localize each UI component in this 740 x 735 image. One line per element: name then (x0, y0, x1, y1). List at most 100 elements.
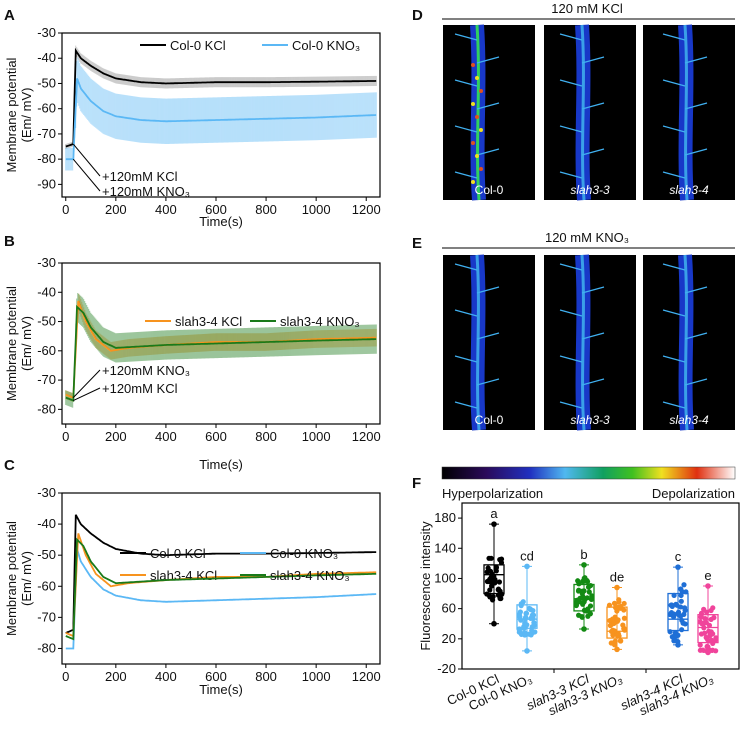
chart-panel-b: slah3-4 KCl slah3-4 KNO₃ 0 200 400 600 800 1000… (4, 255, 381, 472)
data-point (490, 578, 496, 585)
box (667, 592, 689, 632)
data-point (678, 598, 684, 604)
data-point (614, 632, 620, 638)
y-tick-label: -70 (37, 609, 56, 624)
x-tick-label: 600 (205, 429, 227, 444)
root-hair (559, 309, 583, 317)
data-point (678, 586, 684, 592)
root-hair (559, 33, 583, 41)
y-tick-label: -70 (37, 372, 56, 387)
panel-label-a: A (4, 7, 15, 24)
y-tick-label: -40 (37, 50, 56, 65)
x-tick-label: 400 (155, 669, 177, 684)
data-point (530, 629, 536, 635)
data-point (524, 563, 530, 570)
signal-hotspot (471, 141, 475, 145)
x-tick-label: 200 (105, 202, 127, 217)
y-tick-label: -30 (37, 25, 56, 40)
signal-hotspot (475, 154, 479, 158)
signal-hotspot (479, 128, 483, 132)
root-hair (476, 102, 500, 110)
data-point (681, 611, 687, 617)
data-point (681, 582, 687, 588)
data-point (705, 649, 711, 656)
micrograph-label: slah3-3 (570, 183, 610, 197)
significance-letter: b (580, 547, 587, 562)
data-point (585, 584, 592, 590)
data-point (485, 565, 491, 571)
y-tick-label: -60 (37, 343, 56, 358)
signal-hotspot (479, 167, 483, 171)
series-line-3 (65, 537, 377, 641)
box (606, 606, 628, 639)
y-tick-label: -80 (37, 401, 56, 416)
data-point (491, 521, 497, 527)
x-tick-label: 200 (105, 669, 127, 684)
y-tick-label: -50 (37, 314, 56, 329)
root-hair (581, 56, 605, 64)
micrograph-e-2: slah3-4 (643, 254, 735, 431)
root-hair (581, 286, 605, 294)
data-point (675, 642, 681, 648)
series-line-1 (65, 78, 377, 161)
data-point (713, 648, 719, 654)
root-signal (683, 254, 689, 431)
y-tick-label: -80 (37, 151, 56, 166)
data-point (612, 642, 618, 648)
y-tick-label: -60 (37, 101, 56, 116)
root-hair (559, 263, 583, 271)
data-point (697, 647, 703, 653)
data-point (610, 632, 616, 638)
root-hair (581, 102, 605, 110)
series-line-0 (65, 47, 377, 148)
data-point (576, 587, 582, 593)
x-tick-label: 0 (62, 669, 69, 684)
data-point (581, 626, 587, 632)
data-point (669, 603, 675, 609)
root-hair (476, 286, 500, 294)
root-hair (454, 125, 478, 133)
panel-d-title: 120 mM KCl (551, 1, 623, 16)
signal-hotspot (471, 180, 475, 184)
root-hair (581, 378, 605, 386)
root-hair (454, 171, 478, 179)
series-line-1 (65, 304, 377, 402)
root-hair (454, 33, 478, 41)
annotation-pointer (72, 143, 101, 177)
data-point (575, 578, 581, 584)
data-point (670, 614, 677, 620)
root-hair (684, 56, 708, 64)
data-point (522, 630, 528, 636)
data-point (526, 631, 532, 637)
root-hair (662, 401, 686, 409)
panel-e-title: 120 mM KNO₃ (545, 230, 629, 245)
legend-label-1: slah3-4 KNO₃ (280, 314, 360, 329)
panel-label-b: B (4, 233, 15, 250)
root-hair (454, 355, 478, 363)
x-tick-label: 800 (255, 669, 277, 684)
root-hair (662, 33, 686, 41)
data-point (493, 565, 499, 571)
box (483, 564, 505, 595)
root-hair (559, 79, 583, 87)
x-tick-label: 600 (205, 669, 227, 684)
significance-letter: c (675, 549, 682, 564)
data-point (491, 620, 497, 627)
colorbar-left-label: Hyperpolarization (442, 486, 543, 501)
y-tick-label: -40 (37, 284, 56, 299)
data-point (675, 564, 681, 570)
data-point (708, 607, 714, 614)
data-point (579, 590, 585, 597)
data-point (704, 609, 710, 615)
y-axis-label: Membrane potential (4, 57, 19, 172)
data-point (488, 555, 494, 561)
x-tick-label: 600 (205, 202, 227, 217)
data-point (586, 589, 592, 595)
x-tick-label: 1000 (302, 669, 331, 684)
x-tick-label: 800 (255, 202, 277, 217)
significance-letter: e (704, 568, 711, 583)
data-point (487, 587, 493, 593)
y-tick-label: -30 (37, 255, 56, 270)
